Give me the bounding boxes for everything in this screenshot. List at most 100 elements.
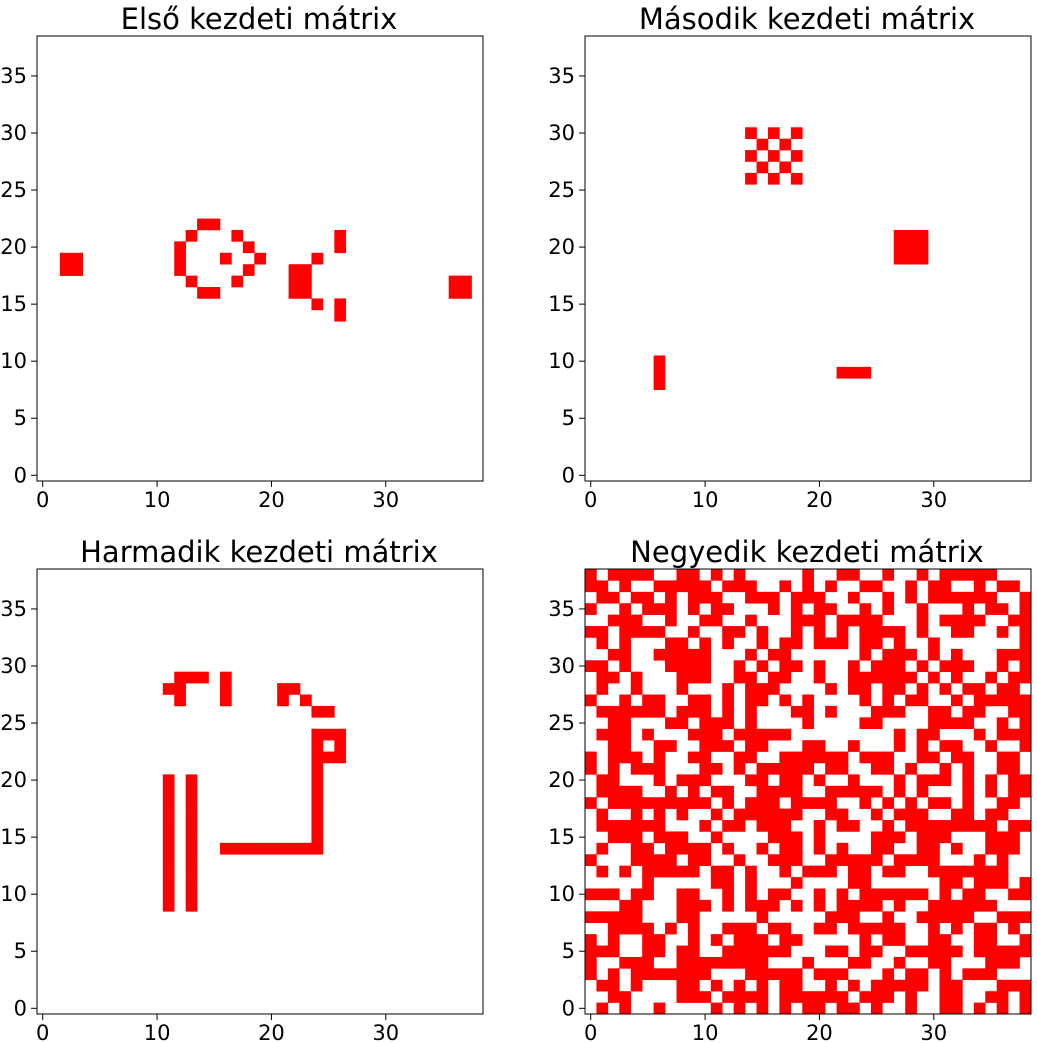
matrix-cell [790, 150, 803, 162]
matrix-cell [848, 820, 860, 832]
matrix-cell [687, 888, 700, 901]
matrix-cell [790, 626, 803, 638]
matrix-cell [687, 945, 700, 958]
matrix-cell [882, 569, 895, 581]
matrix-cell [962, 683, 975, 695]
matrix-cell [813, 968, 826, 981]
matrix-cell [1008, 774, 1020, 787]
matrix-cell [825, 762, 837, 775]
matrix-cell [985, 899, 997, 912]
matrix-cells [162, 671, 347, 912]
matrix-cell [928, 820, 940, 832]
matrix-cell [288, 264, 301, 276]
matrix-cell [790, 934, 803, 946]
matrix-cell [756, 842, 769, 855]
matrix-cells [585, 569, 1032, 1015]
matrix-cell [767, 899, 780, 912]
matrix-cell [939, 705, 952, 718]
matrix-cell [779, 671, 792, 684]
subplot-title: Negyedik kezdeti mátrix [630, 535, 984, 569]
matrix-cell [277, 683, 289, 695]
matrix-cell [985, 922, 997, 935]
matrix-cell [619, 751, 632, 764]
matrix-cell [334, 728, 347, 741]
matrix-cell [607, 728, 620, 741]
matrix-cell [928, 591, 940, 604]
matrix-cell [870, 1002, 883, 1015]
matrix-cell [630, 797, 643, 809]
matrix-cell [185, 797, 198, 809]
matrix-cell [722, 899, 734, 912]
matrix-cell [254, 842, 267, 855]
matrix-cell [825, 854, 837, 866]
matrix-cell [985, 865, 997, 878]
matrix-cell [596, 591, 609, 604]
matrix-cell [985, 968, 997, 981]
matrix-cell [916, 252, 929, 265]
matrix-cell [859, 626, 872, 638]
matrix-cell [882, 626, 895, 638]
matrix-cell [870, 705, 883, 718]
matrix-cell [722, 740, 734, 752]
matrix-cell [699, 991, 712, 1003]
matrix-cell [1019, 740, 1032, 752]
matrix-cell [585, 934, 597, 946]
matrix-cell [962, 797, 975, 809]
matrix-cell [779, 161, 792, 174]
y-tick-label: 5 [562, 939, 575, 963]
matrix-cell [460, 275, 472, 288]
matrix-cell [653, 762, 666, 775]
matrix-cell [334, 241, 347, 254]
matrix-cell [928, 842, 940, 855]
matrix-cell [219, 694, 232, 707]
matrix-cell [916, 785, 929, 798]
y-tick-label: 35 [0, 597, 27, 621]
matrix-cell [848, 865, 860, 878]
matrix-cell [813, 797, 826, 809]
matrix-cell [630, 922, 643, 935]
matrix-cell [905, 820, 917, 832]
matrix-cell [607, 740, 620, 752]
matrix-cell [676, 808, 689, 821]
matrix-cell [916, 626, 929, 638]
matrix-cell [836, 762, 849, 775]
matrix-cell [962, 751, 975, 764]
matrix-cell [848, 774, 860, 787]
matrix-cell [848, 683, 860, 695]
matrix-cell [162, 854, 175, 866]
matrix-cell [893, 979, 906, 992]
matrix-cell [973, 922, 986, 935]
matrix-cell [859, 751, 872, 764]
matrix-cell [779, 138, 792, 151]
matrix-cell [687, 648, 700, 661]
matrix-cell [767, 728, 780, 741]
matrix-cell [585, 911, 597, 924]
matrix-cell [790, 603, 803, 615]
matrix-cell [859, 865, 872, 878]
matrix-cell [859, 603, 872, 615]
matrix-cell [893, 865, 906, 878]
matrix-cell [699, 614, 712, 627]
matrix-cell [607, 888, 620, 901]
matrix-cell [756, 899, 769, 912]
matrix-cell [916, 968, 929, 981]
matrix-cell [653, 865, 666, 878]
matrix-cell [985, 991, 997, 1003]
matrix-cell [996, 717, 1009, 730]
matrix-cell [619, 740, 632, 752]
matrix-cell [745, 705, 757, 718]
matrix-cell [767, 797, 780, 809]
matrix-cell [939, 683, 952, 695]
matrix-cell [962, 569, 975, 581]
matrix-cell [607, 979, 620, 992]
matrix-cell [893, 683, 906, 695]
matrix-cell [756, 591, 769, 604]
matrix-cell [836, 569, 849, 581]
matrix-cell [722, 717, 734, 730]
matrix-cell [870, 945, 883, 958]
matrix-cell [859, 648, 872, 661]
matrix-cell [905, 797, 917, 809]
matrix-cell [859, 637, 872, 650]
matrix-cell [882, 911, 895, 924]
matrix-cell [642, 842, 654, 855]
